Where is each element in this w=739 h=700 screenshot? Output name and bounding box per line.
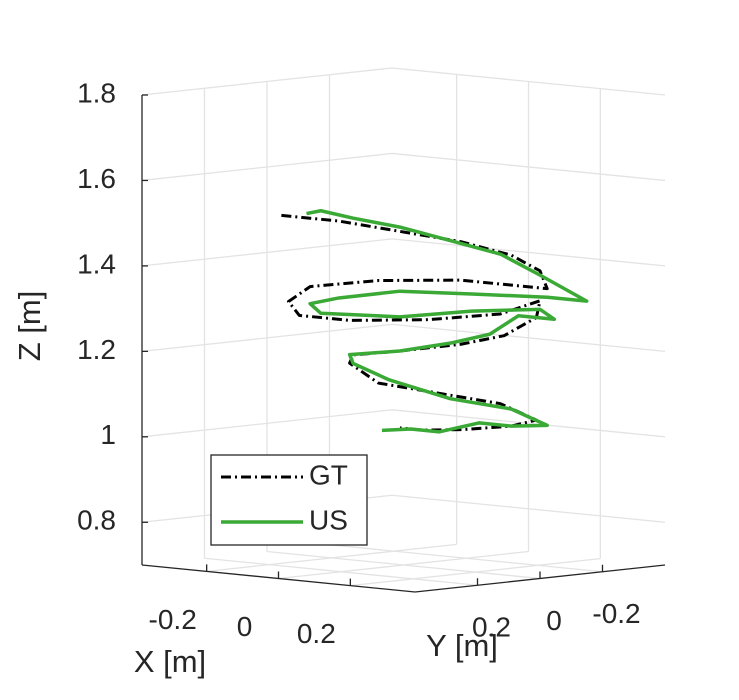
z-tick-label: 1.4 bbox=[77, 248, 116, 279]
z-tick-label: 1.8 bbox=[77, 77, 116, 108]
legend: GT US bbox=[210, 454, 368, 546]
x-tick-label: 0.2 bbox=[297, 618, 336, 649]
z-tick-label: 1 bbox=[100, 419, 116, 450]
legend-label: US bbox=[309, 504, 348, 535]
x-tick-label: 0 bbox=[237, 611, 253, 642]
y-tick-label: 0.2 bbox=[472, 612, 511, 643]
x-tick-label: -0.2 bbox=[149, 604, 197, 635]
trajectory bbox=[281, 213, 549, 432]
z-tick-label: 0.8 bbox=[77, 505, 116, 536]
grid-line bbox=[329, 544, 603, 573]
grid-line bbox=[266, 550, 541, 580]
x-axis-label: X [m] bbox=[134, 644, 206, 679]
z-tick-label: 1.6 bbox=[77, 163, 116, 194]
legend-box bbox=[210, 454, 368, 546]
z-tick-label: 1.2 bbox=[77, 334, 116, 365]
y-tick-label: -0.2 bbox=[592, 598, 640, 629]
trajectory bbox=[306, 208, 589, 434]
y-tick-label: 0 bbox=[546, 605, 562, 636]
legend-label: GT bbox=[309, 459, 348, 490]
y-axis-label: Y [m] bbox=[426, 628, 498, 663]
z-axis-label: Z [m] bbox=[12, 291, 47, 362]
grid-line bbox=[204, 557, 478, 586]
